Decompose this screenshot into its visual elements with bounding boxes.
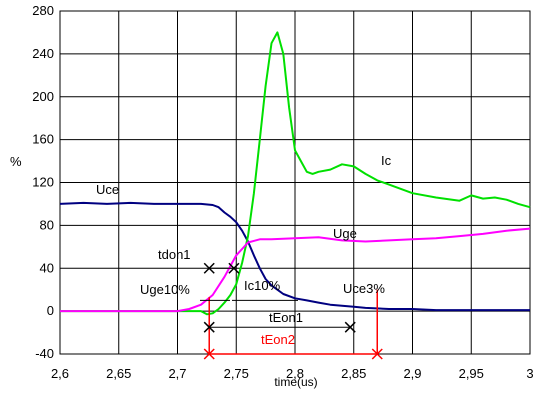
teon2-label: tEon2 [261,332,295,347]
uge10-label: Uge10% [140,282,190,297]
teon2-end-cross [371,348,383,360]
tdon1-end-cross [228,262,240,274]
x-tick-label: 2,85 [341,366,366,381]
y-tick-label: -40 [35,346,54,361]
teon2-start-cross [203,348,215,360]
grid [59,10,531,355]
x-tick-label: 2,75 [224,366,249,381]
y-tick-label: 40 [40,260,54,275]
teon1-start-cross-stroke-b [203,321,215,333]
x-tick-label: 2,6 [51,366,69,381]
x-tick-label: 2,65 [106,366,131,381]
tdon1-start-cross-stroke-b [203,262,215,274]
y-tick-label: 0 [47,303,54,318]
y-tick-label: 280 [32,3,54,18]
ic10-label: Ic10% [244,278,281,293]
teon2-start-cross-stroke-b [203,348,215,360]
annotations [200,262,383,360]
tdon1-label: tdon1 [158,247,191,262]
uge-series-label: Uge [333,226,357,241]
axis-ticks: -40 0 40 80 120 160 200 240 280 2,6 2,65 2,7 2,75 2,8… [32,3,533,381]
x-tick-label: 2,9 [403,366,421,381]
teon1-label: tEon1 [269,310,303,325]
tdon1-start-cross [203,262,215,274]
teon1-end-cross-stroke-b [344,321,356,333]
x-tick-label: 2,7 [168,366,186,381]
series-line-uge [60,227,531,313]
y-tick-label: 80 [40,217,54,232]
y-tick-label: 200 [32,89,54,104]
y-tick-label: 240 [32,46,54,61]
teon1-end-cross [344,321,356,333]
tdon1-end-cross-stroke-b [228,262,240,274]
y-axis-label: % [10,154,22,169]
series-line-uce [59,201,530,312]
x-tick-label: 3 [526,366,533,381]
teon2-end-cross-stroke-b [371,348,383,360]
x-axis-label: time(us) [274,375,317,389]
teon1-start-cross [203,321,215,333]
series-group [59,31,531,316]
uce-series-label: Uce [96,182,119,197]
ic-series-label: Ic [381,153,392,168]
uce3-label: Uce3% [343,281,385,296]
y-tick-label: 160 [32,132,54,147]
x-tick-label: 2,8 [286,366,304,381]
series-line-ic [60,31,531,316]
x-tick-label: 2,95 [459,366,484,381]
y-tick-label: 120 [32,175,54,190]
